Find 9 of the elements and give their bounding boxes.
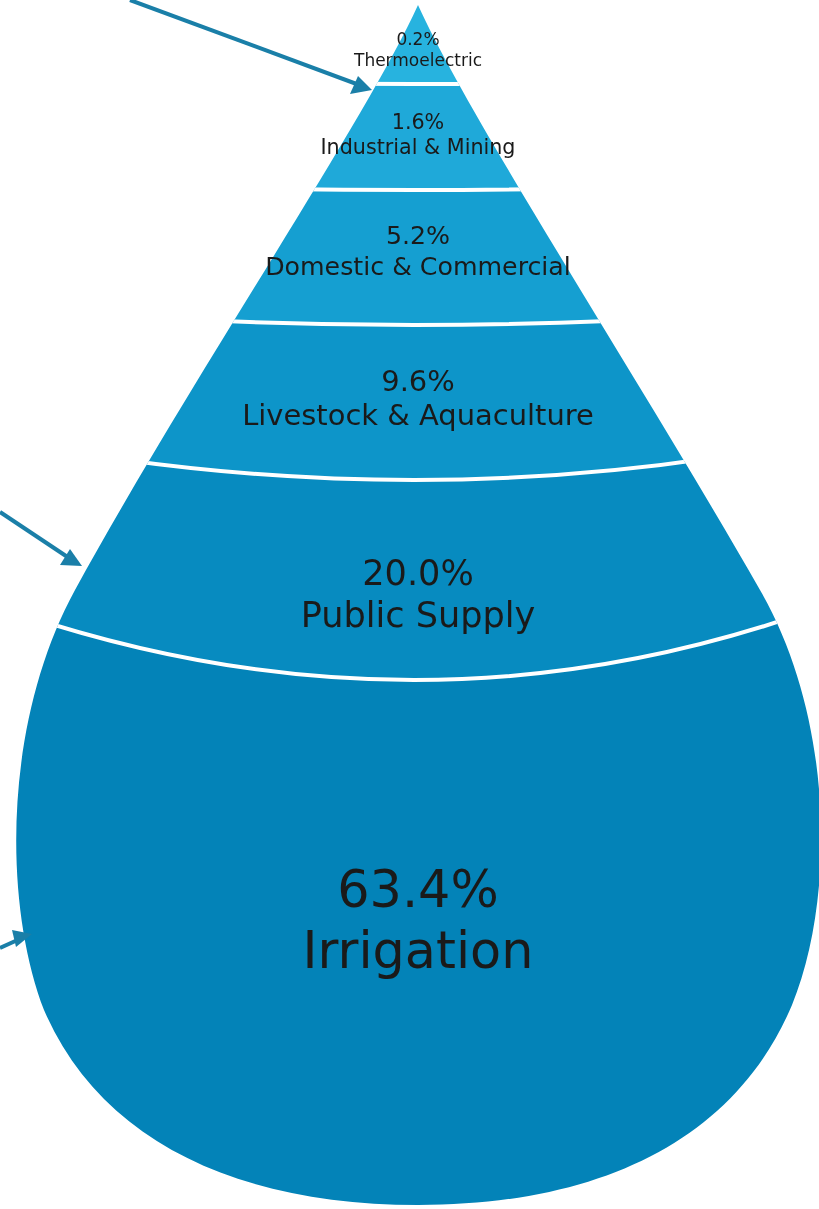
data-label: 1.6% (391, 109, 445, 134)
category-label: Livestock & Aquaculture (242, 398, 594, 433)
data-label: 20.0% (362, 551, 474, 593)
category-label: Domestic & Commercial (265, 251, 571, 281)
category-label: Irrigation (302, 921, 534, 981)
data-label: 5.2% (385, 221, 451, 251)
data-label: 63.4% (337, 860, 499, 920)
data-label: 9.6% (381, 363, 455, 398)
category-label: Public Supply (300, 593, 536, 635)
